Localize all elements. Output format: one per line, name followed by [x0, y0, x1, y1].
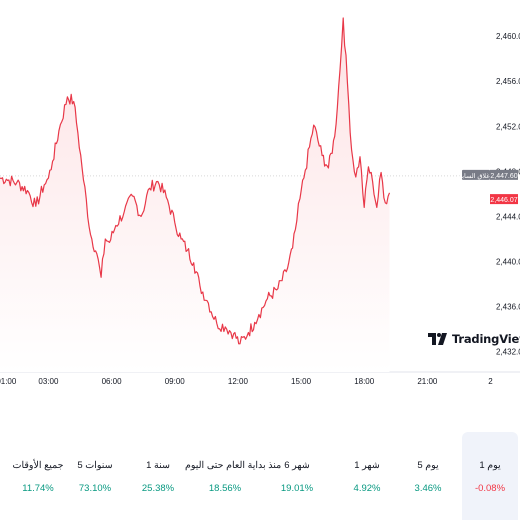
period-tab[interactable]: منذ بداية العام حتى اليوم 18.56%: [185, 432, 282, 520]
period-tab[interactable]: 5 سنوات 73.10%: [55, 432, 135, 520]
period-tab[interactable]: 1 سنة 25.38%: [118, 432, 198, 520]
price-line-group: [0, 17, 391, 345]
tradingview-logo-icon: [428, 333, 447, 345]
period-label: منذ بداية العام حتى اليوم: [185, 460, 282, 471]
y-tick-label: 2,432.00: [496, 348, 520, 357]
x-tick-label: 15:00: [291, 377, 312, 386]
x-tick-label: 09:00: [165, 377, 186, 386]
x-tick-label: 03:00: [38, 377, 59, 386]
price-line: [0, 17, 391, 345]
x-tick-label: 2: [488, 377, 493, 386]
period-label: 6 شهر: [284, 460, 310, 471]
baseline-value-tag: 2,447.60: [490, 173, 517, 180]
y-tick-label: 2,440.00: [496, 258, 520, 267]
period-change: 19.01%: [280, 483, 314, 494]
period-label: 1 شهر: [354, 460, 380, 471]
last-price-tag-bg: [490, 194, 518, 205]
y-tick-label: 2,436.00: [496, 303, 520, 312]
baseline-value-tag-bg: [490, 169, 518, 180]
period-change: 25.38%: [141, 483, 175, 494]
x-tick-label: 06:00: [102, 377, 123, 386]
period-tab[interactable]: 1 يوم -0.08%: [462, 432, 518, 520]
price-area-fill: [0, 18, 390, 372]
chart-canvas[interactable]: 2,432.002,436.002,440.002,444.002,448.00…: [0, 0, 520, 400]
period-performance-bar: جميع الأوقات 11.74% 5 سنوات 73.10% 1 سنة 25.3…: [0, 432, 520, 520]
baseline-tag-label-bg: [462, 169, 490, 180]
x-tick-label: 01:00: [0, 377, 17, 386]
y-tick-label: 2,444.00: [496, 212, 520, 221]
period-change: 3.46%: [414, 483, 442, 494]
period-change: 73.10%: [78, 483, 112, 494]
tradingview-logo[interactable]: TradingView: [428, 332, 520, 346]
y-tick-label: 2,456.00: [496, 77, 520, 86]
last-price-tag: 2,446.07: [490, 197, 517, 204]
period-change: 11.74%: [22, 483, 54, 494]
period-label: جميع الأوقات: [12, 460, 64, 471]
period-change: -0.08%: [474, 483, 506, 494]
period-tab[interactable]: جميع الأوقات 11.74%: [0, 432, 78, 520]
period-label: 1 يوم: [479, 460, 501, 471]
period-change: 18.56%: [208, 483, 242, 494]
x-tick-label: 12:00: [228, 377, 249, 386]
baseline-tag-label: الإغلاق السابق: [457, 172, 496, 180]
period-tab[interactable]: 1 شهر 4.92%: [327, 432, 407, 520]
x-tick-label: 18:00: [354, 377, 375, 386]
x-axis: 01:00 03:00 06:00 09:00 12:00 15:00 18:00 21:00…: [0, 377, 493, 386]
period-tab[interactable]: 5 يوم 3.46%: [388, 432, 468, 520]
period-label: 5 يوم: [417, 460, 439, 471]
y-tick-label: 2,460.00: [496, 32, 520, 41]
y-tick-label: 2,452.00: [496, 122, 520, 131]
period-label: 5 سنوات: [77, 460, 113, 471]
price-area: [0, 18, 390, 372]
period-label: 1 سنة: [146, 460, 170, 471]
tradingview-logo-text: TradingView: [452, 332, 520, 346]
x-tick-label: 21:00: [417, 377, 438, 386]
price-chart[interactable]: 2,432.002,436.002,440.002,444.002,448.00…: [0, 0, 520, 400]
period-change: 4.92%: [353, 483, 381, 494]
period-tab[interactable]: 6 شهر 19.01%: [257, 432, 337, 520]
